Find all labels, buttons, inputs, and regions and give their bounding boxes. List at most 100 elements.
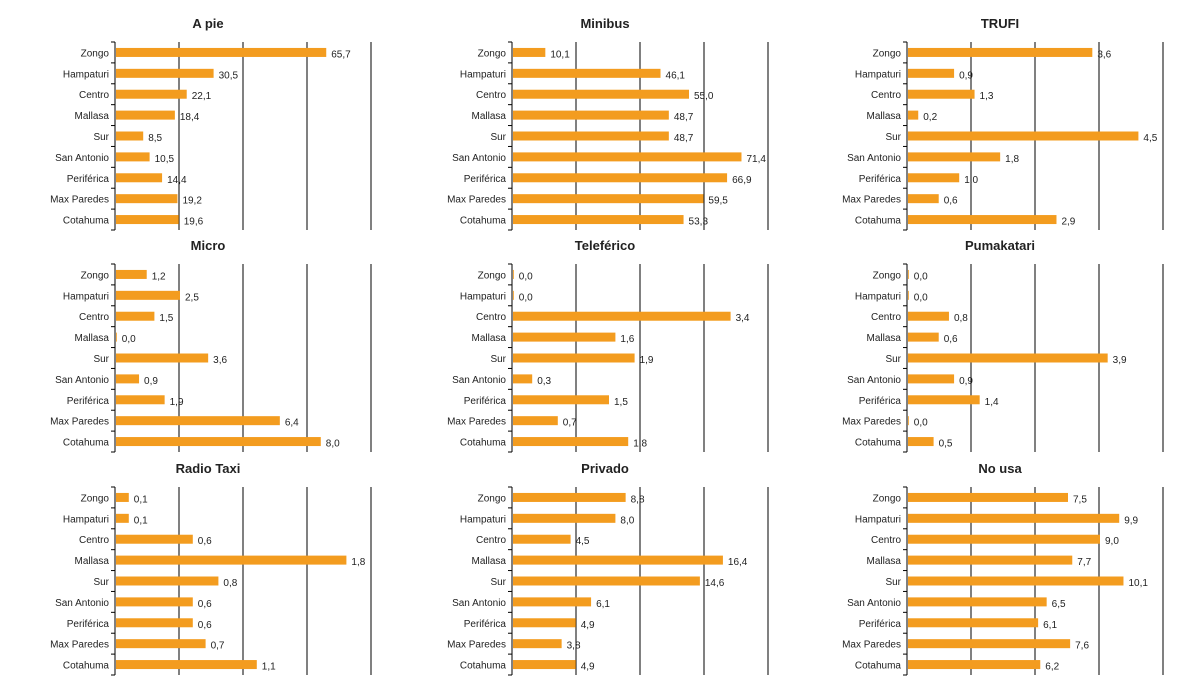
category-label: Sur	[490, 577, 506, 588]
category-label: Centro	[871, 90, 901, 101]
category-label: Periférica	[464, 396, 507, 407]
data-label: 30,5	[219, 70, 239, 81]
bar	[513, 68, 661, 78]
bar	[116, 492, 129, 502]
bar-chart-radio-taxi: Zongo 0,1 Hampaturi 0,1 Centro 0,6 Mallasa 1,8 S…	[50, 486, 372, 676]
bar	[116, 311, 155, 321]
bar	[116, 332, 117, 342]
bar	[513, 194, 704, 204]
data-label: 1,1	[262, 662, 276, 673]
data-label: 0,6	[198, 599, 212, 610]
bar	[513, 332, 616, 342]
chart-panel-a-pie: A pie Zongo 65,7 Hampaturi 30,5 Centro 22,1 Mal…	[18, 10, 398, 232]
category-label: Sur	[93, 577, 109, 588]
category-label: San Antonio	[452, 153, 506, 164]
data-label: 8,0	[326, 439, 340, 450]
data-label: 0,6	[944, 334, 958, 345]
bar	[908, 332, 939, 342]
bar	[513, 416, 558, 426]
bar	[513, 597, 592, 607]
bar	[908, 110, 919, 120]
bar	[513, 395, 609, 405]
category-label: Periférica	[859, 174, 902, 185]
bar-chart-no-usa: Zongo 7,5 Hampaturi 9,9 Centro 9,0 Mallasa 7,7 S…	[842, 486, 1164, 676]
data-label: 0,7	[211, 641, 225, 652]
category-label: Periférica	[859, 619, 902, 630]
category-label: Periférica	[464, 619, 507, 630]
bar	[116, 47, 327, 57]
bar-chart-micro: Zongo 1,2 Hampaturi 2,5 Centro 1,5 Mallasa 0,0 S…	[50, 263, 372, 453]
bar	[116, 437, 321, 447]
data-label: 0,1	[134, 515, 148, 526]
category-label: San Antonio	[847, 153, 901, 164]
data-label: 0,6	[944, 196, 958, 207]
category-label: Mallasa	[867, 556, 902, 567]
bar	[513, 110, 669, 120]
bar	[116, 395, 165, 405]
data-label: 1,6	[620, 334, 634, 345]
chart-title: TRUFI	[980, 16, 1020, 31]
category-label: Centro	[476, 312, 506, 323]
category-label: San Antonio	[452, 375, 506, 386]
data-label: 0,9	[959, 376, 973, 387]
data-label: 48,7	[674, 133, 694, 144]
category-label: Sur	[490, 354, 506, 365]
bar	[908, 492, 1068, 502]
bar	[908, 576, 1124, 586]
chart-title: Pumakatari	[964, 238, 1036, 253]
bar	[116, 89, 187, 99]
bar	[908, 660, 1041, 670]
data-label: 59,5	[708, 196, 728, 207]
bar	[513, 173, 728, 183]
data-label: 3,6	[1097, 49, 1111, 60]
bar	[513, 576, 700, 586]
category-label: Periférica	[464, 174, 507, 185]
data-label: 71,4	[746, 154, 766, 165]
category-label: Mallasa	[867, 333, 902, 344]
data-label: 6,5	[1052, 599, 1066, 610]
category-label: Periférica	[859, 396, 902, 407]
category-label: Zongo	[478, 493, 507, 504]
category-label: Max Paredes	[842, 195, 901, 206]
bar	[116, 194, 178, 204]
bar-chart-telef-rico: Zongo 0,0 Hampaturi 0,0 Centro 3,4 Mallasa 1,6 S…	[447, 263, 769, 453]
bar	[116, 290, 180, 300]
bar	[513, 47, 546, 57]
data-label: 1,5	[614, 397, 628, 408]
data-label: 0,0	[519, 292, 533, 303]
chart-title: Teleférico	[574, 238, 636, 253]
data-label: 2,9	[1061, 217, 1075, 228]
category-label: Cotahuma	[855, 438, 902, 449]
data-label: 8,5	[148, 133, 162, 144]
data-label: 19,2	[182, 196, 202, 207]
category-label: San Antonio	[847, 598, 901, 609]
bar	[908, 639, 1071, 649]
category-label: Mallasa	[75, 111, 110, 122]
bar	[908, 395, 980, 405]
bar	[513, 513, 616, 523]
category-label: Hampaturi	[855, 514, 901, 525]
bar	[116, 416, 280, 426]
bar	[908, 290, 909, 300]
data-label: 65,7	[331, 49, 351, 60]
category-label: Cotahuma	[855, 216, 902, 227]
data-label: 48,7	[674, 112, 694, 123]
bar	[513, 374, 533, 384]
data-label: 0,8	[223, 578, 237, 589]
category-label: Periférica	[67, 396, 110, 407]
data-label: 1,8	[1005, 154, 1019, 165]
category-label: Max Paredes	[842, 417, 901, 428]
bar	[116, 513, 129, 523]
category-label: Zongo	[478, 48, 507, 59]
bar	[116, 374, 140, 384]
category-label: Mallasa	[867, 111, 902, 122]
data-label: 10,1	[1128, 578, 1148, 589]
category-label: Hampaturi	[460, 69, 506, 80]
bar	[513, 89, 689, 99]
data-label: 7,6	[1075, 641, 1089, 652]
chart-panel-telef-rico: Teleférico Zongo 0,0 Hampaturi 0,0 Centro 3,4 M…	[415, 232, 795, 454]
bar	[116, 576, 219, 586]
bar	[908, 597, 1047, 607]
category-label: Max Paredes	[842, 640, 901, 651]
category-label: Mallasa	[472, 333, 507, 344]
